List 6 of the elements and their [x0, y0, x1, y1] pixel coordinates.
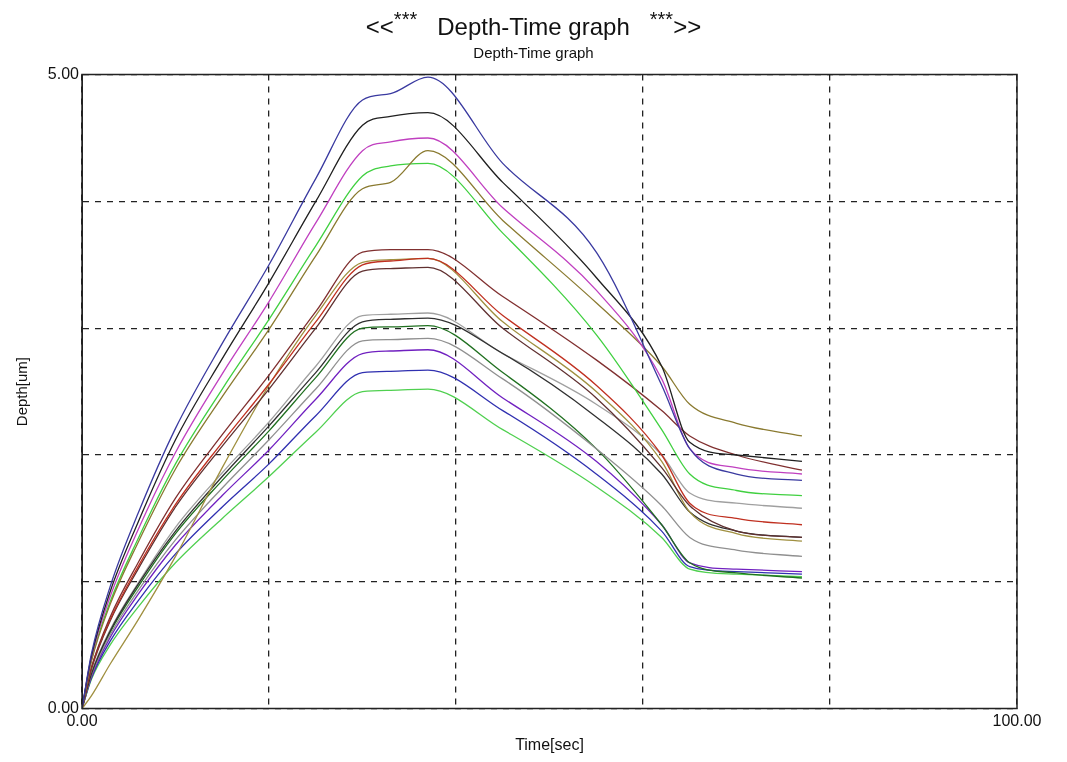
x-axis-title: Time[sec]	[515, 735, 584, 753]
y-axis-title: Depth[um]	[13, 357, 31, 427]
chart-subtitle: Depth-Time graph	[472, 44, 595, 61]
chart-title: <<$^{***}$ Depth-Time graph $^{***}$>>	[364, 8, 703, 41]
x-tick-label: 100.00	[992, 711, 1042, 729]
y-tick-label: 5.00	[47, 65, 80, 83]
